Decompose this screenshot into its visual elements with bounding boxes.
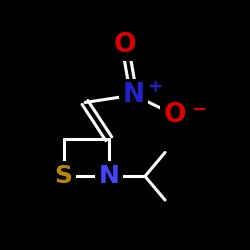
Text: N: N xyxy=(98,164,119,188)
Text: +: + xyxy=(148,78,162,96)
Text: S: S xyxy=(55,164,73,188)
Text: O: O xyxy=(114,32,136,58)
Text: O: O xyxy=(164,102,186,128)
Text: −: − xyxy=(191,101,206,119)
Text: N: N xyxy=(123,82,145,108)
